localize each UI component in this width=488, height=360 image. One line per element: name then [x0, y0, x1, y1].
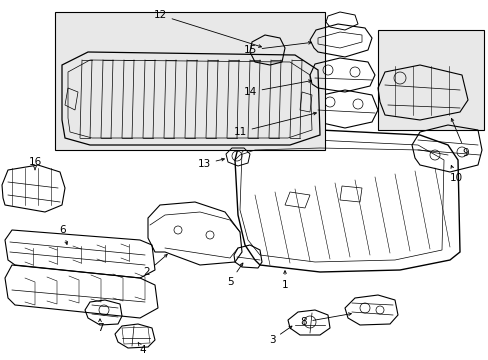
Text: 4: 4 — [138, 342, 146, 355]
Text: 1: 1 — [281, 271, 288, 290]
Text: 6: 6 — [60, 225, 67, 244]
Text: 8: 8 — [300, 313, 350, 327]
Bar — [55, 12, 325, 150]
Text: 15: 15 — [243, 41, 311, 55]
Text: 5: 5 — [226, 263, 243, 287]
Text: 9: 9 — [450, 118, 468, 158]
Text: 2: 2 — [143, 255, 167, 277]
Text: 13: 13 — [197, 158, 224, 169]
Text: 3: 3 — [268, 326, 291, 345]
Text: 12: 12 — [153, 10, 261, 48]
Bar — [377, 30, 483, 130]
Text: 10: 10 — [448, 166, 462, 183]
Text: 11: 11 — [233, 112, 316, 137]
Text: 7: 7 — [97, 319, 103, 333]
Text: 16: 16 — [28, 157, 41, 170]
Text: 14: 14 — [243, 80, 311, 97]
